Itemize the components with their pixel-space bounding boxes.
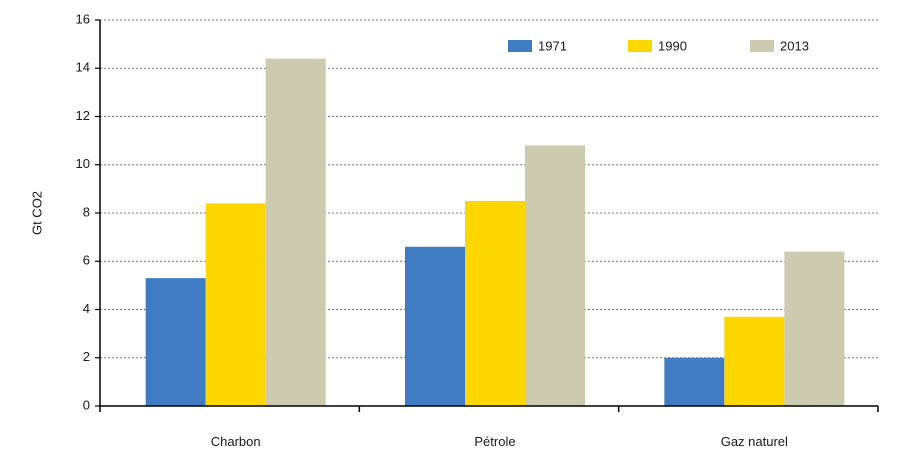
x-category-label: Pétrole [474,434,515,449]
y-tick-label: 8 [83,204,90,219]
x-axis-categories: Charbon Pétrole Gaz naturel [211,434,788,449]
y-tick-label: 6 [83,253,90,268]
legend: 1971 1990 2013 [508,38,809,53]
y-tick-label: 0 [83,397,90,412]
bar-p-trole-1990 [465,200,525,406]
x-category-label: Charbon [211,434,261,449]
bar-charbon-1971 [145,278,206,406]
y-tick-label: 2 [83,349,90,364]
legend-label-1971: 1971 [538,38,567,53]
y-axis-ticks: 0 2 4 6 8 10 12 14 16 [76,11,100,412]
bar-gaz-naturel-1990 [724,316,785,406]
bar-gaz-naturel-2013 [784,251,845,406]
bar-p-trole-1971 [405,246,465,406]
bars [145,58,845,406]
legend-swatch-2013 [750,40,774,52]
y-tick-label: 16 [76,11,90,26]
bar-p-trole-2013 [525,145,585,406]
x-category-label: Gaz naturel [721,434,788,449]
bar-charbon-1990 [205,203,266,406]
y-tick-label: 14 [76,60,90,75]
y-axis-title: Gt CO2 [29,191,44,235]
legend-swatch-1971 [508,40,532,52]
y-tick-label: 10 [76,156,90,171]
legend-label-2013: 2013 [780,38,809,53]
y-tick-label: 4 [83,301,90,316]
bar-gaz-naturel-1971 [664,357,725,406]
bar-charbon-2013 [265,58,326,406]
y-tick-label: 12 [76,108,90,123]
legend-swatch-1990 [628,40,652,52]
legend-label-1990: 1990 [658,38,687,53]
